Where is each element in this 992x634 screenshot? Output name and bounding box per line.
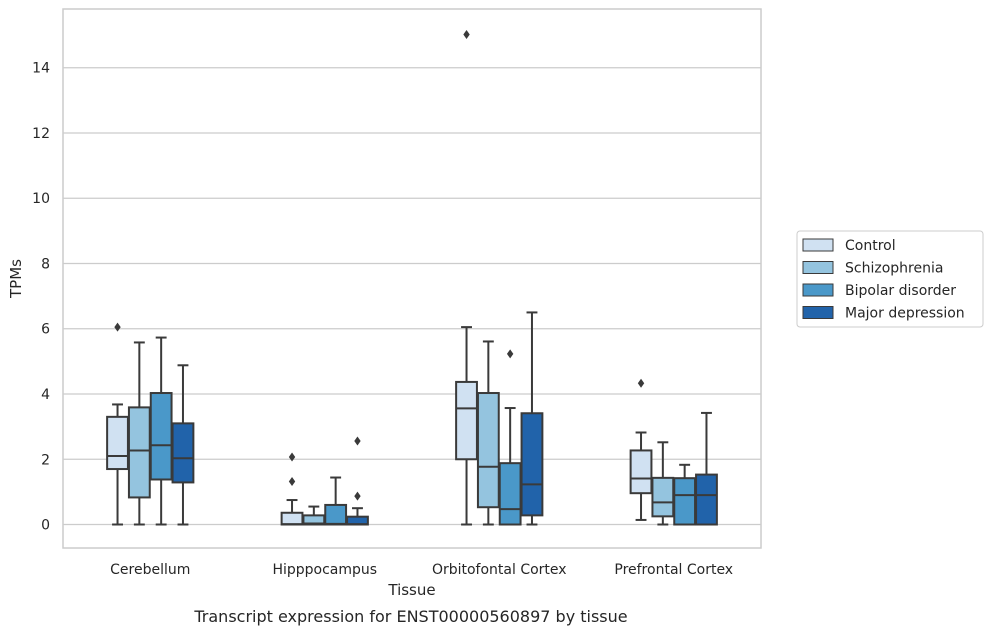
box-schizophrenia <box>476 340 500 526</box>
outlier-point <box>288 452 296 462</box>
box-iqr <box>695 473 718 526</box>
x-tick-label: Orbitofontal Cortex <box>432 562 567 578</box>
legend-label: Bipolar disorder <box>845 283 956 299</box>
y-tick-label: 12 <box>32 126 50 142</box>
legend-swatch <box>802 306 834 319</box>
y-tick-label: 10 <box>32 191 50 207</box>
box-iqr <box>455 380 478 461</box>
box-iqr <box>171 422 195 484</box>
y-tick-label: 8 <box>41 256 50 272</box>
y-tick-label: 14 <box>32 61 50 77</box>
plot-frame <box>62 8 762 549</box>
box-iqr <box>629 449 653 495</box>
box-major-depression <box>171 364 195 526</box>
y-tick-labels: 0 2 4 6 8 10 12 14 <box>32 61 50 534</box>
x-tick-label: Prefrontal Cortex <box>614 562 733 578</box>
y-tick-label: 4 <box>41 387 50 403</box>
outlier-point <box>506 349 514 359</box>
box-schizophrenia <box>651 441 675 526</box>
outlier-point <box>288 476 296 486</box>
outlier-point <box>114 322 121 332</box>
legend-swatch <box>802 238 834 252</box>
x-tick-label: Hipppocampus <box>272 562 377 578</box>
box-major-depression <box>346 436 369 526</box>
outlier-point <box>463 29 470 39</box>
box-iqr <box>651 476 675 518</box>
y-tick-label: 0 <box>41 518 50 534</box>
legend: Control Schizophrenia Bipolar disorder Majo… <box>796 230 984 328</box>
legend-swatch <box>802 261 834 274</box>
box-series <box>106 29 718 526</box>
box-control <box>455 29 478 526</box>
outlier-point <box>354 491 361 501</box>
box-iqr <box>324 503 348 526</box>
outlier-point <box>354 436 361 446</box>
legend-label: Schizophrenia <box>845 261 943 277</box>
box-control <box>280 452 304 526</box>
box-iqr <box>476 392 500 509</box>
box-iqr <box>127 406 151 499</box>
box-iqr <box>149 392 173 481</box>
legend-swatch <box>802 283 834 297</box>
box-schizophrenia <box>127 341 151 526</box>
box-control <box>629 378 653 521</box>
x-tick-labels: Cerebellum Hipppocampus Orbitofontal Corte… <box>110 562 733 578</box>
x-axis-label: Tissue <box>387 581 435 599</box>
legend-label: Control <box>845 238 896 254</box>
box-major-depression <box>520 311 544 526</box>
box-iqr <box>673 477 697 526</box>
box-major-depression <box>695 411 718 526</box>
box-iqr <box>520 412 544 517</box>
box-control <box>106 322 129 526</box>
box-iqr <box>106 415 129 471</box>
legend-label: Major depression <box>845 306 965 322</box>
legend-frame <box>796 230 984 328</box>
y-tick-label: 2 <box>41 452 50 468</box>
y-tick-label: 6 <box>41 322 50 338</box>
x-tick-label: Cerebellum <box>110 562 190 578</box>
box-iqr <box>280 511 304 526</box>
box-bipolar-disorder <box>324 476 348 526</box>
outlier-point <box>637 378 645 388</box>
box-iqr <box>498 462 522 526</box>
chart-title: Transcript expression for ENST0000056089… <box>193 607 627 626</box>
y-axis-label: TPMs <box>7 259 25 299</box>
